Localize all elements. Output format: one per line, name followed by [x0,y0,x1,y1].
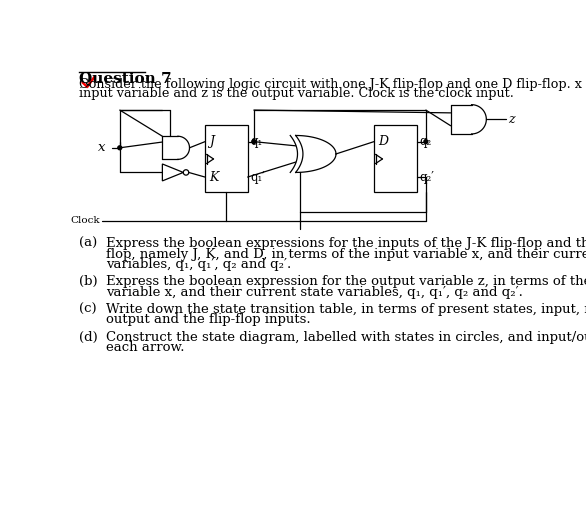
Text: q₁: q₁ [250,135,262,148]
Text: Consider the following logic circuit with one J-K flip-flop and one D flip-flop.: Consider the following logic circuit wit… [80,78,586,91]
Text: Clock: Clock [70,216,100,225]
Text: K: K [209,170,218,184]
Text: D: D [378,135,388,148]
Text: input variable and z is the output variable. Clock is the clock input.: input variable and z is the output varia… [80,87,515,100]
Text: z: z [508,113,515,126]
Text: q₂: q₂ [419,135,431,148]
Text: output and the flip-flop inputs.: output and the flip-flop inputs. [106,313,311,326]
Circle shape [252,140,255,144]
Text: (a): (a) [80,237,98,250]
Text: each arrow.: each arrow. [106,341,185,354]
Text: (b): (b) [80,275,98,288]
Text: Construct the state diagram, labelled with states in circles, and input/output o: Construct the state diagram, labelled wi… [106,331,586,344]
Text: flop, namely J, K, and D, in terms of the input variable x, and their current st: flop, namely J, K, and D, in terms of th… [106,247,586,261]
Text: Question 7: Question 7 [80,71,172,85]
Text: x: x [98,141,106,154]
Bar [205,126,248,192]
Text: (c): (c) [80,303,97,316]
Text: Express the boolean expressions for the inputs of the J-K flip-flop and the D fl: Express the boolean expressions for the … [106,237,586,250]
Text: Write down the state transition table, in terms of present states, input, next s: Write down the state transition table, i… [106,303,586,316]
Circle shape [118,146,122,150]
Text: Express the boolean expression for the output variable z, in terms of the input: Express the boolean expression for the o… [106,275,586,288]
Circle shape [424,140,428,144]
Bar [374,126,417,192]
Text: variables, q₁, q₁′, q₂ and q₂′.: variables, q₁, q₁′, q₂ and q₂′. [106,258,291,271]
Text: (d): (d) [80,331,98,344]
Text: J: J [209,135,214,148]
Text: q₂′: q₂′ [419,170,434,184]
Text: q₁′: q₁′ [250,170,265,184]
Text: variable x, and their current state variables, q₁, q₁′, q₂ and q₂′.: variable x, and their current state vari… [106,286,523,299]
